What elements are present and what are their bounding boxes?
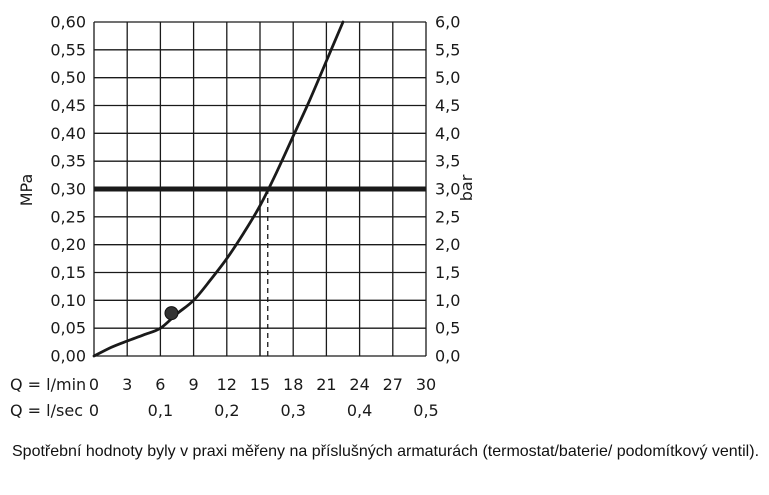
x-lmin-tick-label: 30: [416, 375, 436, 394]
x-lmin-axis-title: Q = l/min: [10, 375, 86, 394]
y-right-tick-label: 3,0: [435, 180, 460, 199]
y-left-axis-title: MPa: [17, 174, 36, 207]
y-right-axis-title: bar: [457, 174, 476, 201]
series: [92, 20, 345, 358]
reference-lines: [94, 186, 426, 356]
x-lsec-tick-label: 0,5: [413, 401, 438, 420]
y-right-tick-label: 6,0: [435, 13, 460, 32]
y-right-tick-label: 2,5: [435, 207, 460, 226]
y-left-tick-label: 0,00: [50, 347, 86, 366]
x-lsec-tick-label: 0: [89, 401, 99, 420]
x-lmin-tick-label: 15: [250, 375, 270, 394]
y-left-tick-label: 0,30: [50, 180, 86, 199]
y-right-tick-label: 1,5: [435, 263, 460, 282]
curve-marker-point: [164, 306, 179, 321]
y-right-tick-label: 1,0: [435, 291, 460, 310]
y-left-tick-label: 0,05: [50, 319, 86, 338]
x-lmin-tick-label: 9: [189, 375, 199, 394]
y-right-tick-label: 2,0: [435, 235, 460, 254]
y-left-tick-label: 0,40: [50, 124, 86, 143]
x-lsec-axis-title: Q = l/sec: [10, 401, 83, 420]
x-lmin-tick-label: 6: [155, 375, 165, 394]
y-right-tick-label: 0,0: [435, 347, 460, 366]
x-lsec-tick-label: 0,3: [280, 401, 305, 420]
y-left-tick-label: 0,25: [50, 207, 86, 226]
y-right-tick-label: 5,0: [435, 68, 460, 87]
x-lmin-tick-label: 21: [316, 375, 336, 394]
x-lsec-tick-label: 0,2: [214, 401, 239, 420]
x-lsec-tick-label: 0,1: [148, 401, 173, 420]
y-left-tick-label: 0,45: [50, 96, 86, 115]
x-lmin-tick-label: 24: [349, 375, 369, 394]
y-right-tick-label: 4,0: [435, 124, 460, 143]
y-right-tick-label: 4,5: [435, 96, 460, 115]
tick-labels: 0,000,050,100,150,200,250,300,350,400,45…: [50, 13, 460, 421]
x-lsec-tick-label: 0,4: [347, 401, 372, 420]
y-left-tick-label: 0,55: [50, 40, 86, 59]
y-right-tick-label: 0,5: [435, 319, 460, 338]
y-right-tick-label: 5,5: [435, 40, 460, 59]
footnote: Spotřební hodnoty byly v praxi měřeny na…: [12, 443, 760, 460]
y-left-tick-label: 0,35: [50, 152, 86, 171]
x-lmin-tick-label: 27: [383, 375, 403, 394]
x-lmin-tick-label: 3: [122, 375, 132, 394]
y-left-tick-label: 0,10: [50, 291, 86, 310]
x-lmin-tick-label: 18: [283, 375, 303, 394]
x-lmin-tick-label: 0: [89, 375, 99, 394]
y-left-tick-label: 0,20: [50, 235, 86, 254]
y-left-tick-label: 0,50: [50, 68, 86, 87]
y-left-tick-label: 0,15: [50, 263, 86, 282]
pressure-flow-chart: 0,000,050,100,150,200,250,300,350,400,45…: [10, 13, 476, 421]
y-right-tick-label: 3,5: [435, 152, 460, 171]
y-left-tick-label: 0,60: [50, 13, 86, 32]
flow-curve: [92, 20, 345, 358]
x-lmin-tick-label: 12: [217, 375, 237, 394]
